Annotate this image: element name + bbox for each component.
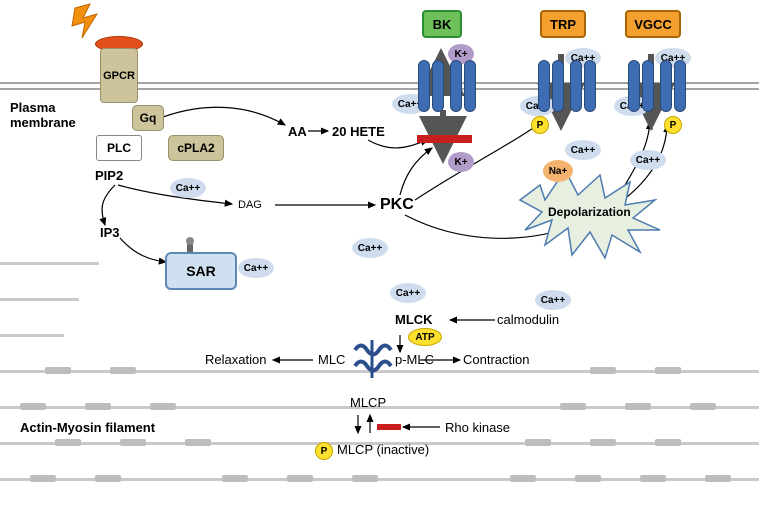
sar-box: SAR <box>165 252 237 290</box>
trp-label: TRP <box>540 10 586 38</box>
filament-seg <box>150 403 176 410</box>
filament-seg <box>655 367 681 374</box>
filament-seg <box>185 439 211 446</box>
ip3-label: IP3 <box>100 225 120 240</box>
filament-seg <box>85 403 111 410</box>
filament-seg <box>575 475 601 482</box>
actin-myosin-label: Actin-Myosin filament <box>20 420 155 435</box>
filament-seg <box>690 403 716 410</box>
filament-seg <box>625 403 651 410</box>
ca-bubble: Ca++ <box>352 238 388 258</box>
atp-bubble: ATP <box>408 328 442 346</box>
p-circle: P <box>531 116 549 134</box>
filament-seg <box>590 367 616 374</box>
mlck-label: MLCK <box>395 312 433 327</box>
relaxation-label: Relaxation <box>205 352 266 367</box>
filament-seg <box>30 475 56 482</box>
filament-seg <box>110 367 136 374</box>
mlc-label: MLC <box>318 352 345 367</box>
filament <box>0 262 99 265</box>
filament-seg <box>55 439 81 446</box>
filament-seg <box>222 475 248 482</box>
ca-bubble: Ca++ <box>630 150 666 170</box>
filament <box>0 298 79 301</box>
mlcp-label: MLCP <box>350 395 386 410</box>
ca-bubble: Ca++ <box>390 283 426 303</box>
bk-label: BK <box>422 10 462 38</box>
pmlc-label: p-MLC <box>395 352 434 367</box>
ca-bubble: Ca++ <box>238 258 274 278</box>
hete-label: 20 HETE <box>332 124 385 139</box>
filament-seg <box>590 439 616 446</box>
filament-seg <box>45 367 71 374</box>
filament-seg <box>120 439 146 446</box>
filament-seg <box>352 475 378 482</box>
na-bubble: Na+ <box>543 160 573 182</box>
rhokinase-label: Rho kinase <box>445 420 510 435</box>
ca-bubble: Ca++ <box>565 140 601 160</box>
filament <box>0 334 64 337</box>
ca-bubble: Ca++ <box>535 290 571 310</box>
aa-label: AA <box>288 124 307 139</box>
filament-seg <box>560 403 586 410</box>
contraction-label: Contraction <box>463 352 529 367</box>
dag-label: DAG <box>238 199 262 211</box>
filament-seg <box>20 403 46 410</box>
plasma-label2: membrane <box>10 115 76 130</box>
calmodulin-label: calmodulin <box>497 312 559 327</box>
filament-seg <box>655 439 681 446</box>
filament-seg <box>510 475 536 482</box>
filament-seg <box>705 475 731 482</box>
k-bubble: K+ <box>448 152 474 172</box>
p-circle: P <box>315 442 333 460</box>
gpcr-body: GPCR <box>100 48 138 103</box>
filament-seg <box>95 475 121 482</box>
mlcp-inactive-label: MLCP (inactive) <box>337 442 429 457</box>
vgcc-label: VGCC <box>625 10 681 38</box>
diagram-canvas: GPCR Gq PLC cPLA2 Plasma membrane PIP2 I… <box>0 0 759 511</box>
ca-bubble: Ca++ <box>170 178 206 198</box>
pip2-label: PIP2 <box>95 168 123 183</box>
filament-seg <box>525 439 551 446</box>
filament-seg <box>287 475 313 482</box>
gq-box: Gq <box>132 105 164 131</box>
p-circle: P <box>664 116 682 134</box>
plasma-label1: Plasma <box>10 100 56 115</box>
depolarization-label: Depolarization <box>548 205 631 219</box>
cpla2-box: cPLA2 <box>168 135 224 161</box>
filament-seg <box>640 475 666 482</box>
pkc-label: PKC <box>380 196 414 214</box>
plc-box: PLC <box>96 135 142 161</box>
